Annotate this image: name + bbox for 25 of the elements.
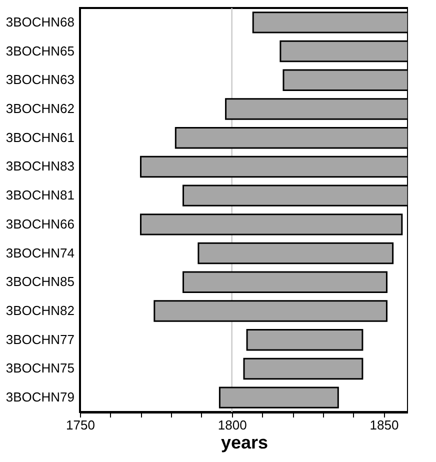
y-tick-label: 3BOCHN62 [6,101,74,116]
bar [182,271,388,293]
bar [246,329,364,351]
y-tick-label: 3BOCHN79 [6,390,74,405]
x-tick-label: 1750 [66,418,95,432]
bar [218,386,339,408]
y-tick-label: 3BOCHN74 [6,245,74,260]
y-tick-label: 3BOCHN66 [6,216,74,232]
y-tick-label: 3BOCHN85 [6,274,74,290]
y-tick-label: 3BOCHN63 [6,72,74,88]
bar [198,242,394,264]
bar [243,358,364,380]
bar [140,214,403,236]
y-tick-label: 3BOCHN82 [6,303,74,318]
y-tick-label: 3BOCHN77 [6,332,74,347]
bar [154,300,388,322]
y-tick-label: 3BOCHN83 [6,158,74,174]
y-tick-label: 3BOCHN65 [6,43,74,58]
x-axis-title: years [220,432,268,452]
y-tick-label: 3BOCHN68 [6,14,74,30]
y-tick-label: 3BOCHN61 [6,130,74,145]
y-tick-label: 3BOCHN75 [6,360,74,376]
y-tick-label: 3BOCHN81 [6,188,74,203]
x-tick-label: 1850 [370,418,399,432]
x-tick-label: 1800 [218,418,247,432]
